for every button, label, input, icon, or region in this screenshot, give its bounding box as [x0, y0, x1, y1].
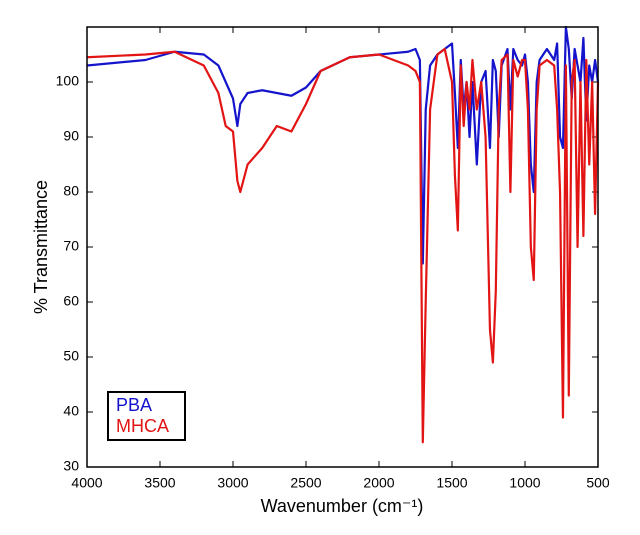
x-tick-label: 2500 [290, 475, 321, 491]
spectrum-line [86, 47, 600, 444]
x-axis-label: Wavenumber (cm⁻¹) [261, 496, 424, 516]
x-tick-label: 500 [586, 475, 610, 491]
legend-box [107, 391, 186, 441]
y-tick-label: 80 [63, 183, 79, 199]
y-axis-label: % Transmittance [31, 180, 51, 314]
y-tick-label: 70 [63, 238, 79, 254]
y-tick-label: 30 [63, 458, 79, 474]
y-tick-label: 100 [56, 73, 80, 89]
x-tick-label: 3500 [144, 475, 175, 491]
y-tick-label: 40 [63, 403, 79, 419]
x-tick-label: 1000 [509, 475, 540, 491]
y-tick-label: 90 [63, 128, 79, 144]
y-tick-label: 60 [63, 293, 79, 309]
y-tick-label: 50 [63, 348, 79, 364]
legend-text: PBA [116, 395, 152, 415]
x-tick-label: 3000 [217, 475, 248, 491]
x-tick-label: 2000 [363, 475, 394, 491]
x-tick-label: 1500 [436, 475, 467, 491]
x-tick-label: 4000 [71, 475, 102, 491]
legend-text: MHCA [116, 416, 169, 436]
plot-frame [86, 26, 599, 468]
